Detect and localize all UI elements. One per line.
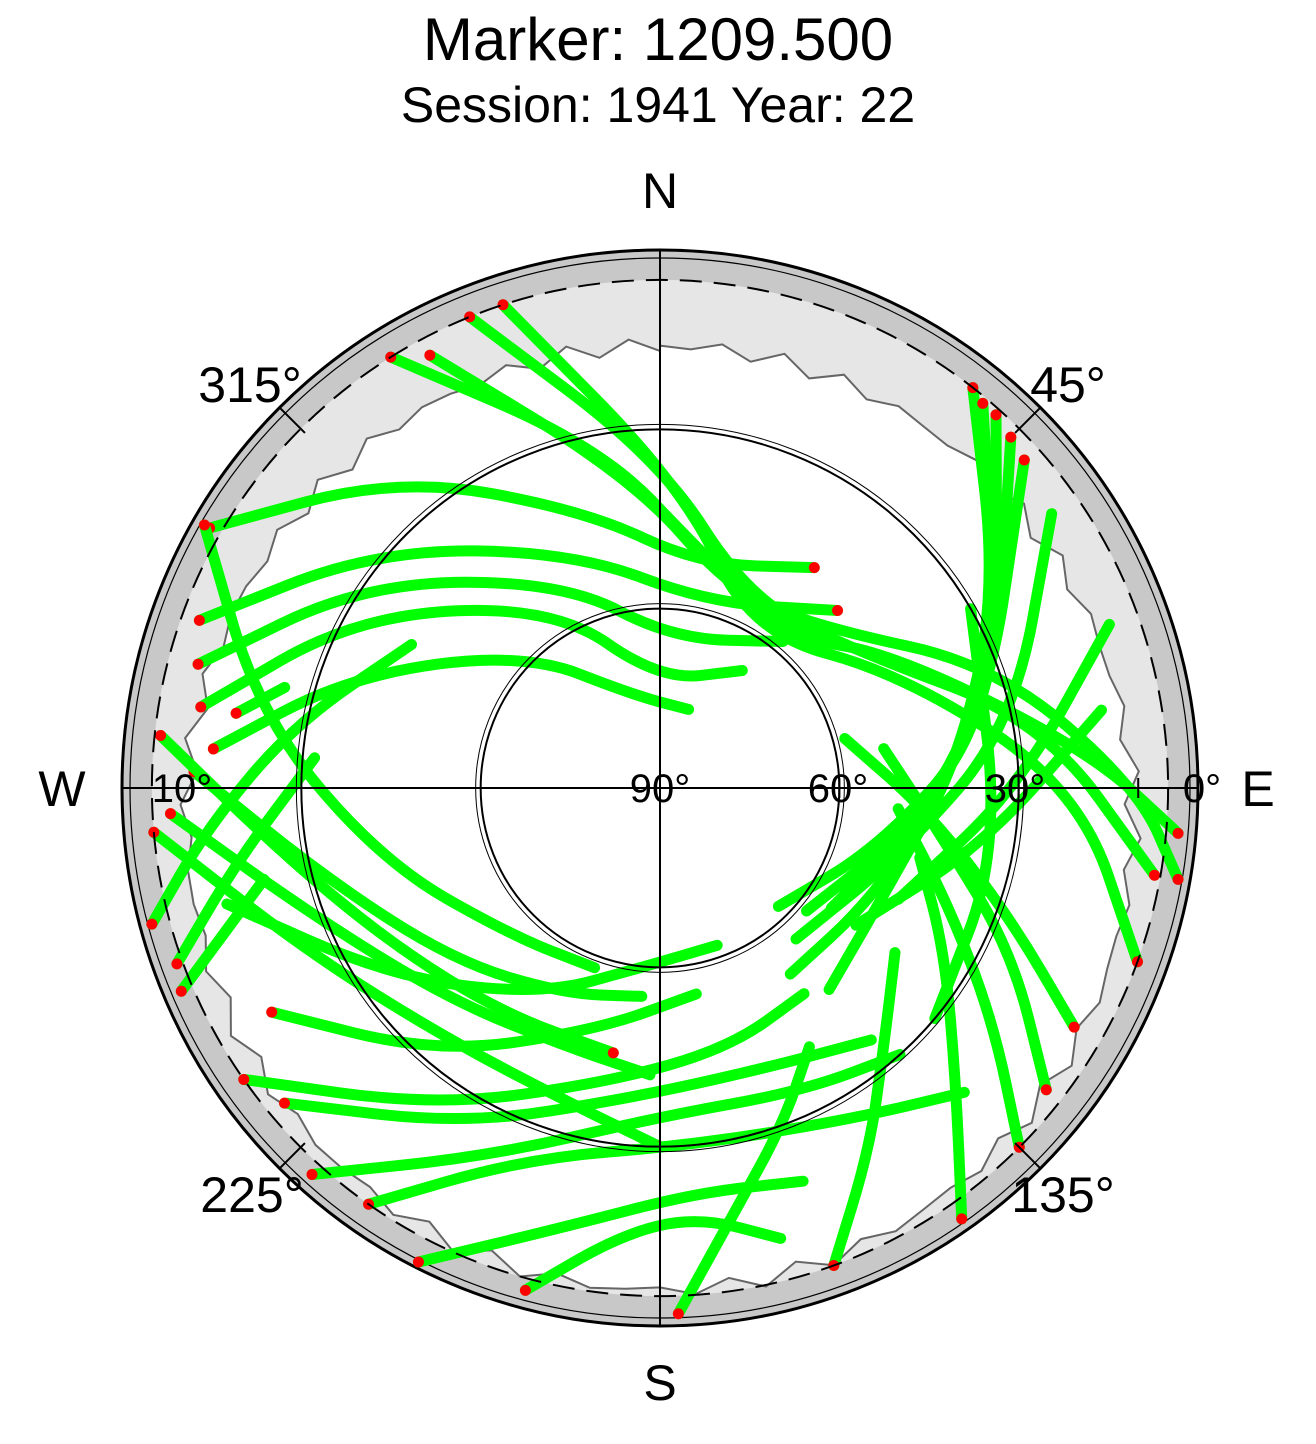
track-end-marker (1068, 1021, 1080, 1033)
track-end-marker (1172, 827, 1184, 839)
track-end-marker (519, 1284, 531, 1296)
satellite-track-3 (497, 299, 1143, 968)
elevation-label-10: 10° (152, 767, 213, 811)
track-end-marker (607, 1047, 619, 1059)
compass-north-label: N (642, 163, 678, 219)
track-end-marker (424, 349, 436, 361)
azimuth-label-225: 225° (200, 1167, 303, 1223)
chart-subtitle: Session: 1941 Year: 22 (401, 77, 915, 133)
satellite-track-32 (772, 454, 1030, 912)
satellite-track-21 (519, 1216, 787, 1296)
azimuth-tick-225 (278, 1142, 306, 1170)
compass-south-label: S (643, 1355, 676, 1411)
satellite-track-4 (204, 481, 820, 574)
track-end-marker (146, 918, 158, 930)
azimuth-label-315: 315° (198, 357, 301, 413)
track-end-marker (1149, 869, 1161, 881)
track-end-marker (279, 1097, 291, 1109)
satellite-track-24 (914, 852, 968, 1225)
track-end-marker (832, 604, 844, 616)
track-end-marker (155, 730, 167, 742)
elevation-label-0: 0° (1183, 767, 1221, 811)
track-end-marker (195, 701, 207, 713)
satellite-track-33 (790, 508, 1058, 945)
track-end-marker (497, 299, 509, 311)
satellite-track-20 (413, 1175, 809, 1268)
satellite-track-34 (892, 618, 1115, 905)
track-end-marker (192, 658, 204, 670)
track-end-marker (464, 311, 476, 323)
satellite-tracks (146, 299, 1184, 1320)
chart-title: Marker: 1209.500 (423, 6, 893, 73)
satellite-track-6 (192, 576, 789, 670)
elevation-label-60: 60° (808, 767, 869, 811)
azimuth-label-45: 45° (1030, 357, 1106, 413)
track-end-marker (990, 409, 1002, 421)
satellite-track-38 (171, 752, 321, 970)
azimuth-label-135: 135° (1011, 1167, 1114, 1223)
compass-west-label: W (38, 761, 86, 817)
track-end-marker (238, 1073, 250, 1085)
satellite-track-5 (193, 545, 843, 626)
satellite-track-22 (672, 1041, 815, 1320)
track-end-marker (1172, 873, 1184, 885)
track-end-marker (198, 519, 210, 531)
track-end-marker (175, 985, 187, 997)
track-end-marker (230, 707, 242, 719)
polar-grid (122, 250, 1198, 1326)
track-end-marker (1005, 431, 1017, 443)
compass-east-label: E (1241, 761, 1274, 817)
satellite-track-25 (892, 803, 1025, 1153)
satellite-track-2 (464, 311, 1160, 881)
satellite-track-12 (155, 730, 619, 1059)
track-end-marker (412, 1256, 424, 1268)
track-end-marker (672, 1308, 684, 1320)
track-end-marker (1018, 454, 1030, 466)
satellite-track-36 (929, 603, 997, 1024)
track-end-marker (1040, 1084, 1052, 1096)
azimuth-tick-315 (278, 406, 306, 434)
track-end-marker (808, 562, 820, 574)
track-end-marker (164, 808, 176, 820)
track-end-marker (171, 958, 183, 970)
azimuth-tick-135 (1014, 1142, 1042, 1170)
satellite-track-14 (238, 988, 810, 1106)
track-end-marker (956, 1213, 968, 1225)
elevation-label-90: 90° (630, 767, 691, 811)
satellite-track-7 (195, 604, 748, 713)
satellite-track-19 (221, 898, 723, 995)
elevation-label-30: 30° (985, 767, 1046, 811)
track-end-marker (266, 1006, 278, 1018)
track-end-marker (306, 1168, 318, 1180)
satellite-track-23 (828, 947, 901, 1271)
satellite-track-13 (198, 519, 601, 974)
satellite-track-18 (266, 988, 702, 1052)
track-end-marker (977, 397, 989, 409)
track-end-marker (193, 614, 205, 626)
track-end-marker (207, 743, 219, 755)
azimuth-tick-45 (1014, 406, 1042, 434)
satellite-track-15 (279, 1034, 877, 1125)
satellite-track-17 (363, 1086, 970, 1210)
